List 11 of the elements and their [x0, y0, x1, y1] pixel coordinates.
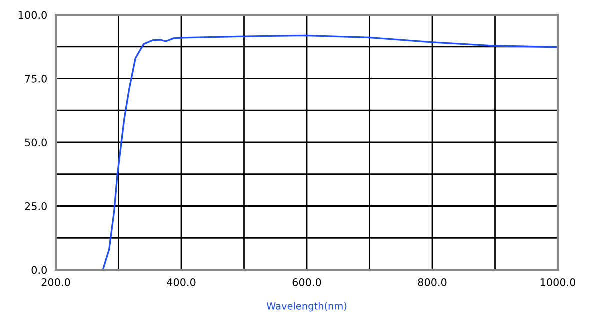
y-tick-label: 25.0: [25, 202, 47, 210]
y-tick-label: 0.0: [32, 266, 47, 274]
x-tick-label: 600.0: [292, 278, 322, 286]
y-tick-label: 50.0: [25, 138, 47, 147]
x-tick-label: 800.0: [418, 278, 447, 286]
y-tick-label: 75.0: [25, 74, 47, 83]
y-tick-label: 100.0: [18, 11, 47, 20]
x-tick-label: 400.0: [167, 278, 196, 286]
x-axis-title: Wavelength(nm): [266, 302, 347, 312]
x-tick-label: 1000.0: [540, 278, 576, 286]
x-tick-label: 200.0: [42, 278, 70, 286]
